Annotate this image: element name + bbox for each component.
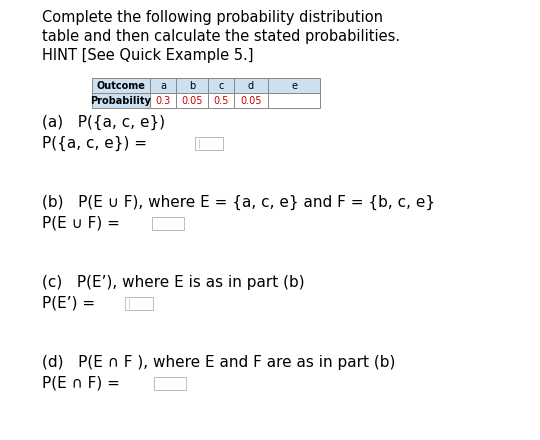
Bar (92, 93, 150, 108)
Bar (176, 78, 208, 93)
Text: Probability: Probability (91, 96, 151, 106)
Text: P(E’) =: P(E’) = (42, 296, 95, 311)
Bar (150, 78, 176, 93)
Text: 0.05: 0.05 (240, 96, 262, 106)
Bar (150, 93, 176, 108)
Bar (176, 93, 208, 108)
Text: (d)   P(E ∩ F ), where E and F are as in part (b): (d) P(E ∩ F ), where E and F are as in p… (42, 355, 395, 370)
Bar (154, 377, 186, 390)
Text: 0.3: 0.3 (156, 96, 171, 106)
Text: e: e (291, 81, 297, 91)
Text: (a)   P({a, c, e}): (a) P({a, c, e}) (42, 115, 165, 130)
Text: b: b (189, 81, 195, 91)
Text: Outcome: Outcome (97, 81, 145, 91)
Text: table and then calculate the stated probabilities.: table and then calculate the stated prob… (42, 29, 400, 44)
Text: 0.05: 0.05 (181, 96, 202, 106)
Bar (234, 93, 268, 108)
Bar (92, 78, 150, 93)
Bar (234, 78, 268, 93)
Bar (268, 78, 320, 93)
Text: d: d (248, 81, 254, 91)
Bar (152, 217, 184, 230)
Text: P({a, c, e}) =: P({a, c, e}) = (42, 136, 147, 151)
Text: (c)   P(E’), where E is as in part (b): (c) P(E’), where E is as in part (b) (42, 275, 305, 290)
Bar (195, 137, 223, 150)
Text: Complete the following probability distribution: Complete the following probability distr… (42, 10, 383, 25)
Bar (208, 78, 234, 93)
Text: HINT [See Quick Example 5.]: HINT [See Quick Example 5.] (42, 48, 253, 63)
Text: (b)   P(E ∪ F), where E = {a, c, e} and F = {b, c, e}: (b) P(E ∪ F), where E = {a, c, e} and F … (42, 195, 435, 210)
Text: P(E ∩ F) =: P(E ∩ F) = (42, 376, 120, 391)
Text: a: a (160, 81, 166, 91)
Bar (208, 93, 234, 108)
Text: P(E ∪ F) =: P(E ∪ F) = (42, 216, 120, 231)
Text: c: c (218, 81, 224, 91)
Bar (268, 93, 320, 108)
Bar (125, 297, 153, 310)
Text: 0.5: 0.5 (213, 96, 228, 106)
